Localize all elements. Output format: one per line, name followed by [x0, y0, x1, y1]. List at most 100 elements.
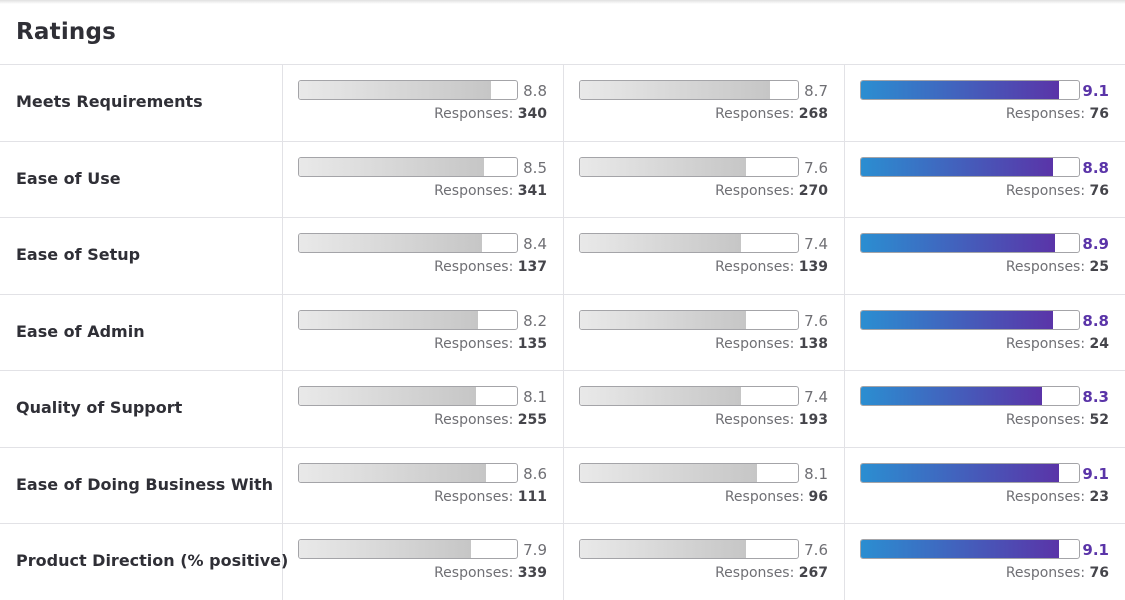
responses-number: 341 [517, 183, 547, 199]
responses-label: Responses: [1005, 336, 1086, 352]
rating-cell: 8.1 Responses: 96 [564, 447, 844, 523]
responses-count: Responses: 76 [1006, 565, 1109, 581]
responses-count: Responses: 255 [434, 412, 547, 428]
rating-cell: 8.8 Responses: 340 [283, 64, 563, 140]
rating-cell: 8.8 Responses: 76 [845, 141, 1125, 217]
responses-label: Responses: [715, 259, 795, 275]
score-bar [579, 386, 799, 406]
score-bar [579, 233, 799, 253]
responses-number: 96 [808, 489, 828, 505]
responses-number: 76 [1089, 183, 1109, 199]
responses-number: 76 [1089, 106, 1109, 122]
score-bar-fill [861, 234, 1056, 252]
score-bar [860, 157, 1080, 177]
score-value: 8.6 [523, 465, 547, 483]
responses-label: Responses: [434, 336, 514, 352]
rating-row: Ease of Admin 8.2 Responses: 135 7.6 Respons… [0, 294, 1125, 370]
score-bar [860, 310, 1080, 330]
responses-label: Responses: [434, 183, 514, 199]
section-title: Ratings [16, 19, 117, 45]
score-bar [579, 310, 799, 330]
responses-number: 137 [517, 259, 547, 275]
rating-row: Ease of Use 8.5 Responses: 341 7.6 Responses… [0, 141, 1125, 217]
rating-cell: 8.4 Responses: 137 [283, 217, 563, 293]
score-value: 9.1 [1082, 541, 1109, 559]
score-bar-fill [861, 81, 1060, 99]
rating-cell: 8.6 Responses: 111 [283, 447, 563, 523]
responses-label: Responses: [724, 489, 805, 505]
responses-number: 111 [517, 489, 547, 505]
rating-row: Product Direction (% positive) 7.9 Respons… [0, 523, 1125, 599]
responses-count: Responses: 23 [1006, 489, 1109, 505]
score-value: 7.6 [804, 312, 828, 330]
score-bar-fill [861, 311, 1053, 329]
rating-cell: 8.3 Responses: 52 [845, 370, 1125, 446]
rating-row: Ease of Doing Business With 8.6 Responses:… [0, 447, 1125, 523]
score-bar [579, 80, 799, 100]
responses-count: Responses: 135 [434, 336, 547, 352]
score-bar-fill [580, 234, 742, 252]
rating-row: Meets Requirements 8.8 Responses: 340 8.7 Re… [0, 64, 1125, 140]
score-bar [579, 539, 799, 559]
rating-row: Quality of Support 8.1 Responses: 255 7.4 Re… [0, 370, 1125, 446]
responses-count: Responses: 52 [1006, 412, 1109, 428]
responses-label: Responses: [1005, 183, 1086, 199]
score-bar-fill [861, 158, 1053, 176]
responses-label: Responses: [715, 565, 795, 581]
responses-count: Responses: 340 [434, 106, 547, 122]
responses-label: Responses: [1005, 565, 1086, 581]
rating-cell: 7.6 Responses: 270 [564, 141, 844, 217]
row-divider [0, 141, 1125, 142]
row-divider [0, 370, 1125, 371]
responses-label: Responses: [1005, 259, 1086, 275]
responses-number: 23 [1089, 489, 1109, 505]
score-bar [298, 463, 518, 483]
rating-cell: 8.9 Responses: 25 [845, 217, 1125, 293]
score-bar [298, 157, 518, 177]
responses-count: Responses: 25 [1006, 259, 1109, 275]
responses-count: Responses: 270 [715, 183, 828, 199]
rating-cell: 8.2 Responses: 135 [283, 294, 563, 370]
score-value: 9.1 [1082, 82, 1109, 100]
score-bar-fill [580, 540, 746, 558]
score-bar-fill [580, 311, 746, 329]
rating-cell: 7.4 Responses: 193 [564, 370, 844, 446]
responses-label: Responses: [434, 259, 514, 275]
rating-cell: 9.1 Responses: 76 [845, 64, 1125, 140]
score-bar-fill [861, 464, 1060, 482]
rating-cell: 8.1 Responses: 255 [283, 370, 563, 446]
responses-label: Responses: [715, 336, 795, 352]
row-divider [0, 217, 1125, 218]
responses-label: Responses: [1005, 412, 1086, 428]
score-value: 7.4 [804, 235, 828, 253]
rating-label: Quality of Support [16, 398, 183, 417]
score-value: 7.6 [804, 541, 828, 559]
score-bar [298, 386, 518, 406]
rating-label: Ease of Doing Business With [16, 475, 273, 494]
responses-label: Responses: [1005, 489, 1086, 505]
responses-count: Responses: 24 [1006, 336, 1109, 352]
score-bar [860, 233, 1080, 253]
rating-cell: 7.4 Responses: 139 [564, 217, 844, 293]
responses-number: 76 [1089, 565, 1109, 581]
responses-number: 267 [798, 565, 828, 581]
responses-number: 255 [517, 412, 547, 428]
score-value: 8.4 [523, 235, 547, 253]
responses-count: Responses: 339 [434, 565, 547, 581]
responses-number: 139 [798, 259, 828, 275]
column-divider [563, 64, 564, 600]
responses-count: Responses: 138 [715, 336, 828, 352]
score-bar-fill [861, 540, 1060, 558]
rating-label: Product Direction (% positive) [16, 551, 289, 570]
responses-count: Responses: 193 [715, 412, 828, 428]
ratings-table: Meets Requirements 8.8 Responses: 340 8.7 Re… [0, 64, 1125, 600]
score-bar-fill [580, 81, 770, 99]
score-value: 8.1 [523, 388, 547, 406]
row-divider [0, 523, 1125, 524]
score-bar-fill [580, 387, 742, 405]
responses-count: Responses: 139 [715, 259, 828, 275]
rating-label: Ease of Use [16, 169, 121, 188]
responses-count: Responses: 137 [434, 259, 547, 275]
score-value: 8.7 [804, 82, 828, 100]
score-bar [579, 463, 799, 483]
